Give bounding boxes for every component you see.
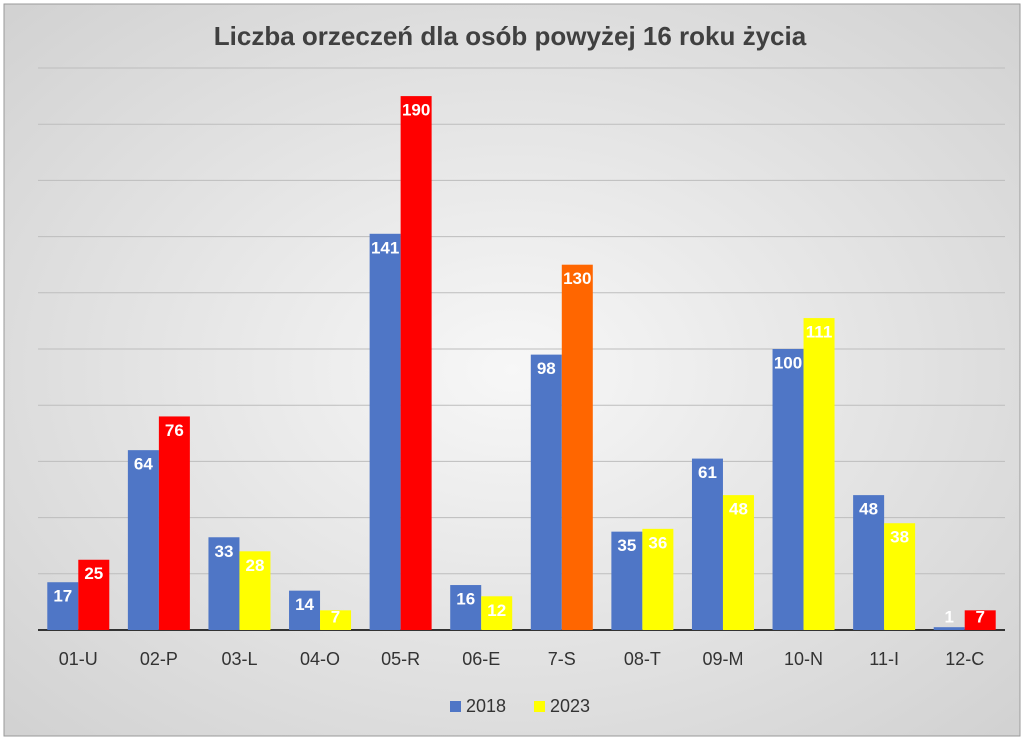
- bar: [208, 537, 240, 630]
- value-label: 16: [456, 590, 475, 609]
- x-tick-label: 10-N: [784, 649, 823, 669]
- value-label: 76: [165, 421, 184, 440]
- value-label: 141: [371, 238, 399, 257]
- bar: [884, 523, 916, 630]
- value-label: 190: [402, 101, 430, 120]
- value-label: 36: [648, 533, 667, 552]
- bar: [853, 495, 885, 630]
- bar: [450, 585, 482, 630]
- x-tick-label: 08-T: [624, 649, 661, 669]
- chart-title: Liczba orzeczeń dla osób powyżej 16 roku…: [214, 21, 807, 51]
- x-tick-label: 01-U: [59, 649, 98, 669]
- bar: [127, 450, 159, 630]
- value-label: 38: [890, 528, 909, 547]
- bar: [530, 354, 562, 630]
- value-label: 17: [53, 587, 72, 606]
- x-tick-label: 09-M: [702, 649, 743, 669]
- bar: [933, 627, 965, 630]
- x-tick-label: 05-R: [381, 649, 420, 669]
- bar: [481, 596, 513, 630]
- value-label: 1: [944, 607, 953, 626]
- value-label: 48: [729, 500, 748, 519]
- bar: [722, 495, 754, 630]
- x-tick-label: 03-L: [221, 649, 257, 669]
- bar: [289, 590, 321, 630]
- bar: [561, 264, 593, 630]
- legend-swatch: [534, 701, 545, 712]
- x-tick-label: 12-C: [945, 649, 984, 669]
- x-tick-label: 11-I: [869, 649, 899, 669]
- x-tick-label: 7-S: [548, 649, 576, 669]
- value-label: 25: [84, 564, 103, 583]
- value-label: 12: [487, 601, 506, 620]
- bar: [369, 233, 401, 631]
- x-tick-label: 04-O: [300, 649, 340, 669]
- bar: [964, 610, 996, 630]
- bar: [320, 610, 352, 630]
- legend-label: 2023: [550, 696, 590, 716]
- bar: [611, 531, 643, 630]
- value-label: 64: [134, 455, 153, 474]
- bar: [772, 349, 804, 630]
- value-label: 61: [698, 463, 717, 482]
- value-label: 48: [859, 500, 878, 519]
- bar: [47, 582, 79, 630]
- value-label: 7: [331, 607, 340, 626]
- bar: [400, 96, 432, 631]
- bar: [691, 458, 723, 630]
- x-tick-label: 06-E: [462, 649, 500, 669]
- bar: [642, 528, 674, 630]
- legend-label: 2018: [466, 696, 506, 716]
- x-tick-label: 02-P: [140, 649, 178, 669]
- value-label: 98: [537, 359, 556, 378]
- value-label: 33: [214, 542, 233, 561]
- bar: [239, 551, 271, 630]
- value-label: 130: [563, 269, 591, 288]
- value-label: 100: [774, 353, 802, 372]
- bar: [78, 559, 110, 630]
- value-label: 28: [245, 556, 264, 575]
- value-label: 35: [617, 536, 636, 555]
- value-label: 111: [806, 323, 833, 342]
- legend-swatch: [450, 701, 461, 712]
- bar: [158, 416, 190, 630]
- bar: [803, 318, 835, 630]
- value-label: 14: [295, 595, 314, 614]
- value-label: 7: [975, 607, 984, 626]
